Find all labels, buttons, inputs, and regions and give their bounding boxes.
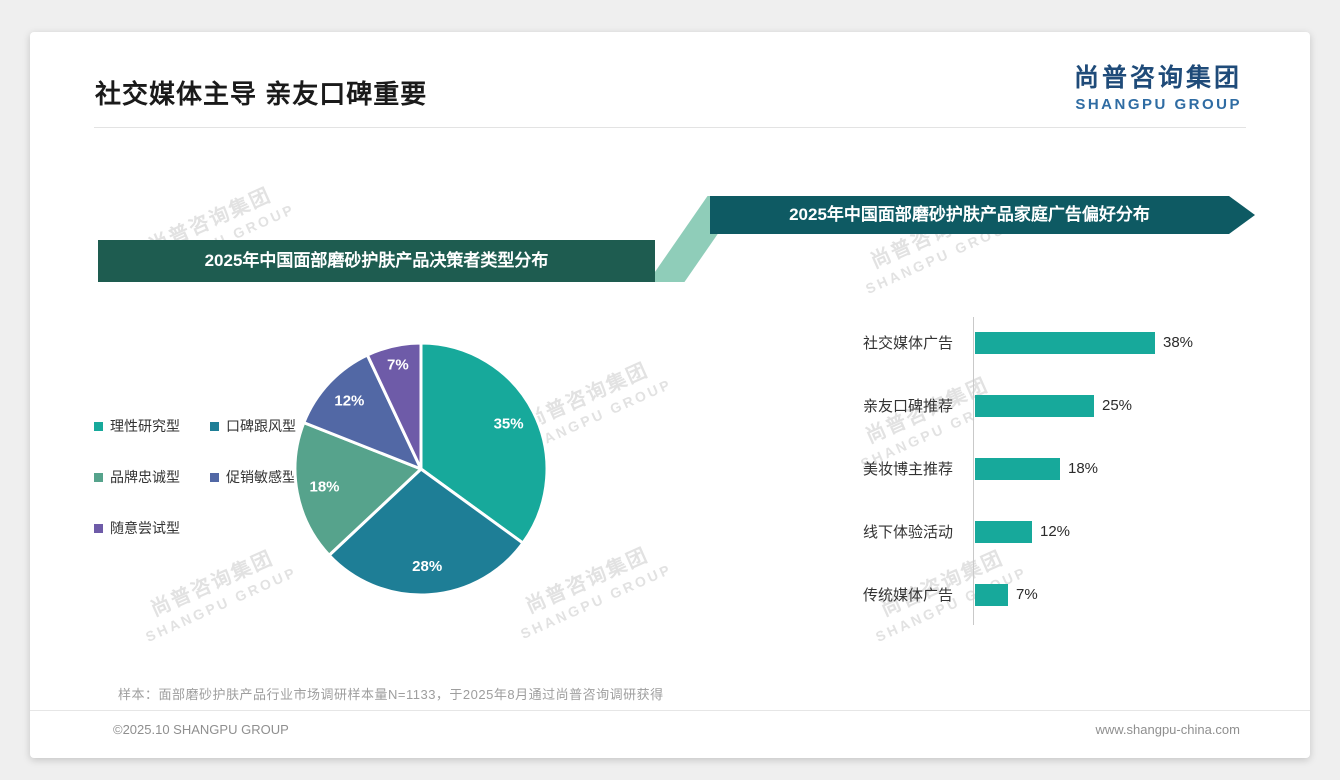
pie-legend: 理性研究型 口碑跟风型品牌忠诚型 促销敏感型随意尝试型: [94, 416, 296, 538]
bar-chart-title-banner: 2025年中国面部磨砂护肤产品家庭广告偏好分布: [710, 196, 1255, 234]
bar-row: 传统媒体广告 7%: [730, 563, 1240, 626]
bar: [975, 583, 1008, 606]
sample-note: 样本：面部磨砂护肤产品行业市场调研样本量N=1133，于2025年8月通过尚普咨…: [118, 687, 664, 702]
bar-row: 社交媒体广告 38%: [730, 311, 1240, 374]
bar-category-label: 美妆博主推荐: [862, 461, 953, 478]
bar-category-label: 线下体验活动: [862, 524, 953, 541]
bar-category-label: 传统媒体广告: [862, 587, 953, 604]
logo-chinese-name: 尚普咨询集团: [1073, 64, 1242, 92]
bar-row: 线下体验活动 12%: [730, 500, 1240, 563]
bar-category-label: 亲友口碑推荐: [862, 398, 953, 415]
bar-value-label: 25%: [1102, 397, 1133, 414]
legend-swatch: [210, 472, 219, 482]
bar-row: 美妆博主推荐 18%: [730, 437, 1240, 500]
pie-chart-title-banner: 2025年中国面部磨砂护肤产品决策者类型分布: [98, 240, 655, 282]
bar-value-label: 12%: [1040, 523, 1071, 540]
bar: [975, 457, 1060, 480]
legend-label: 促销敏感型: [226, 469, 296, 485]
website-text: www.shangpu-china.com: [1095, 722, 1240, 737]
pie-slice: [302, 353, 423, 471]
bar-rows: 社交媒体广告 38% 亲友口碑推荐 25% 美妆博主推荐 18% 线下体验活动 12% 传统媒体…: [730, 311, 1240, 626]
legend-item: 品牌忠诚型: [94, 467, 210, 487]
bar-chart-title: 2025年中国面部磨砂护肤产品家庭广告偏好分布: [789, 205, 1150, 224]
pie-slice-value-label: 18%: [309, 478, 339, 495]
legend-label: 口碑跟风型: [226, 418, 296, 434]
logo-english-name: SHANGPU GROUP: [1075, 96, 1242, 113]
pie-chart: 35% 28% 18% 12% 7%: [293, 341, 549, 597]
legend-swatch: [94, 523, 103, 533]
header-divider: [94, 127, 1246, 128]
bar: [975, 520, 1032, 543]
bar-chart-axis-line: [973, 317, 974, 625]
legend-item: 理性研究型: [94, 416, 210, 436]
legend-swatch: [210, 421, 219, 431]
bar-value-label: 38%: [1163, 334, 1194, 351]
pie-slice-value-label: 7%: [387, 357, 409, 374]
pie-slice: [327, 467, 525, 597]
company-logo: 尚普咨询集团 SHANGPU GROUP: [1074, 58, 1242, 113]
legend-item: 随意尝试型: [94, 518, 210, 538]
bar-value-label: 7%: [1016, 586, 1038, 603]
legend-item: 口碑跟风型: [210, 416, 296, 436]
bar-row: 亲友口碑推荐 25%: [730, 374, 1240, 437]
bar-category-label: 社交媒体广告: [862, 335, 953, 352]
pie-slice-value-label: 12%: [334, 393, 364, 410]
legend-label: 理性研究型: [110, 418, 180, 434]
legend-item: 促销敏感型: [210, 467, 296, 487]
legend-swatch: [94, 421, 103, 431]
pie-chart-title: 2025年中国面部磨砂护肤产品决策者类型分布: [204, 251, 549, 270]
bar: [975, 394, 1094, 417]
pie-slice: [365, 341, 423, 471]
bar: [975, 331, 1155, 354]
pie-slice-value-label: 28%: [412, 558, 442, 575]
pie-slice: [293, 421, 423, 557]
bar-chart: 社交媒体广告 38% 亲友口碑推荐 25% 美妆博主推荐 18% 线下体验活动 12% 传统媒体…: [730, 311, 1240, 626]
pie-slice-value-label: 35%: [494, 415, 524, 432]
legend-swatch: [94, 472, 103, 482]
copyright-text: ©2025.10 SHANGPU GROUP: [113, 722, 289, 737]
legend-label: 随意尝试型: [110, 520, 180, 536]
footer-divider: [30, 710, 1310, 711]
legend-label: 品牌忠诚型: [110, 469, 180, 485]
pie-slice: [419, 341, 549, 545]
bar-value-label: 18%: [1068, 460, 1099, 477]
page-title: 社交媒体主导 亲友口碑重要: [95, 79, 428, 109]
